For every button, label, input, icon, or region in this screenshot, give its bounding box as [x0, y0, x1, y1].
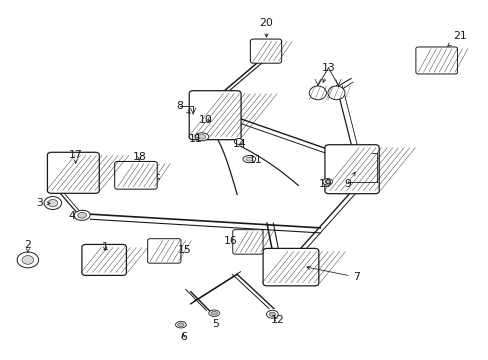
- Text: 7: 7: [306, 266, 360, 282]
- FancyBboxPatch shape: [232, 230, 263, 254]
- Text: 8: 8: [176, 101, 190, 113]
- Ellipse shape: [266, 310, 278, 318]
- Ellipse shape: [198, 134, 205, 139]
- Text: 3: 3: [37, 198, 50, 208]
- Circle shape: [22, 256, 34, 264]
- Circle shape: [44, 197, 61, 210]
- Text: 9: 9: [344, 172, 354, 189]
- Text: 2: 2: [24, 240, 31, 253]
- FancyBboxPatch shape: [250, 39, 281, 63]
- FancyBboxPatch shape: [81, 244, 126, 275]
- Ellipse shape: [324, 180, 330, 184]
- Ellipse shape: [177, 323, 183, 327]
- FancyBboxPatch shape: [189, 91, 241, 140]
- FancyBboxPatch shape: [147, 239, 181, 263]
- Ellipse shape: [308, 86, 326, 100]
- Ellipse shape: [78, 212, 86, 218]
- FancyBboxPatch shape: [47, 152, 99, 193]
- Text: 13: 13: [321, 63, 335, 82]
- Text: 5: 5: [211, 319, 218, 329]
- FancyBboxPatch shape: [114, 161, 157, 189]
- Ellipse shape: [245, 157, 252, 161]
- FancyBboxPatch shape: [415, 47, 457, 74]
- Text: 6: 6: [180, 332, 186, 342]
- Text: 17: 17: [69, 150, 82, 163]
- Ellipse shape: [234, 139, 243, 144]
- FancyBboxPatch shape: [263, 248, 318, 286]
- Text: 16: 16: [224, 236, 237, 246]
- Text: 4: 4: [69, 211, 76, 221]
- FancyBboxPatch shape: [324, 145, 379, 194]
- Ellipse shape: [208, 310, 219, 316]
- Circle shape: [17, 252, 39, 268]
- Ellipse shape: [211, 311, 217, 315]
- Ellipse shape: [269, 312, 275, 316]
- Text: 15: 15: [178, 245, 191, 255]
- Text: 1: 1: [102, 242, 108, 252]
- Ellipse shape: [327, 86, 345, 100]
- Text: 14: 14: [232, 139, 246, 149]
- Ellipse shape: [195, 133, 208, 141]
- Ellipse shape: [322, 179, 332, 185]
- Ellipse shape: [175, 321, 186, 328]
- Ellipse shape: [74, 210, 90, 220]
- Circle shape: [48, 199, 58, 207]
- Text: 12: 12: [270, 315, 284, 325]
- Text: 19: 19: [318, 179, 331, 189]
- Text: 11: 11: [188, 134, 202, 144]
- Text: 11: 11: [248, 155, 262, 165]
- Ellipse shape: [243, 156, 255, 163]
- Text: 20: 20: [259, 18, 273, 37]
- Text: 10: 10: [198, 114, 212, 125]
- Text: 21: 21: [447, 31, 466, 46]
- Text: 18: 18: [132, 152, 146, 162]
